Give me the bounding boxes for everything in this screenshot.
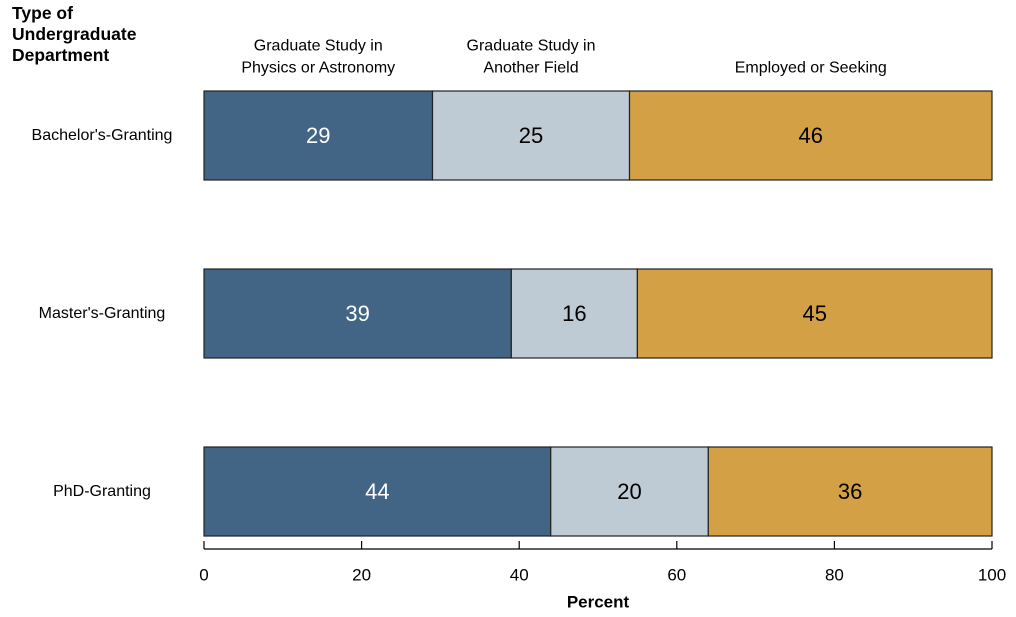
category-label: PhD-Granting — [53, 483, 151, 500]
bar-segment — [636, 268, 993, 359]
data-label: 16 — [562, 301, 586, 326]
data-label: 29 — [306, 123, 330, 148]
x-tick-label: 100 — [978, 566, 1006, 585]
x-tick-label: 0 — [199, 566, 208, 585]
legend-label: Another Field — [483, 60, 578, 77]
x-axis-title: Percent — [567, 593, 630, 612]
bar-segment — [707, 446, 993, 537]
legend-label: Graduate Study in — [254, 38, 383, 55]
data-label: 44 — [365, 479, 389, 504]
data-label: 36 — [838, 479, 862, 504]
bar-segment — [628, 90, 993, 181]
data-label: 45 — [802, 301, 826, 326]
legend-label: Employed or Seeking — [735, 60, 887, 77]
y-axis-title-line: Type of — [12, 3, 73, 23]
legend-label: Graduate Study in — [467, 38, 596, 55]
x-tick-label: 80 — [825, 566, 844, 585]
y-axis-title-line: Department — [12, 45, 110, 65]
x-tick-label: 40 — [510, 566, 529, 585]
legend-label: Physics or Astronomy — [241, 60, 395, 77]
x-tick-label: 60 — [667, 566, 686, 585]
bar-segment — [203, 90, 434, 181]
bar-segment — [431, 90, 631, 181]
category-label: Master's-Granting — [39, 305, 166, 322]
bar-segment — [510, 268, 639, 359]
data-label: 20 — [617, 479, 641, 504]
x-tick-label: 20 — [352, 566, 371, 585]
bar-segment — [203, 268, 512, 359]
y-axis-title: Type of Undergraduate Department — [12, 3, 136, 66]
data-label: 46 — [799, 123, 823, 148]
bar-segment — [203, 446, 552, 537]
data-label: 25 — [519, 123, 543, 148]
category-label: Bachelor's-Granting — [32, 127, 173, 144]
data-label: 39 — [345, 301, 369, 326]
y-axis-title-line: Undergraduate — [12, 24, 137, 44]
